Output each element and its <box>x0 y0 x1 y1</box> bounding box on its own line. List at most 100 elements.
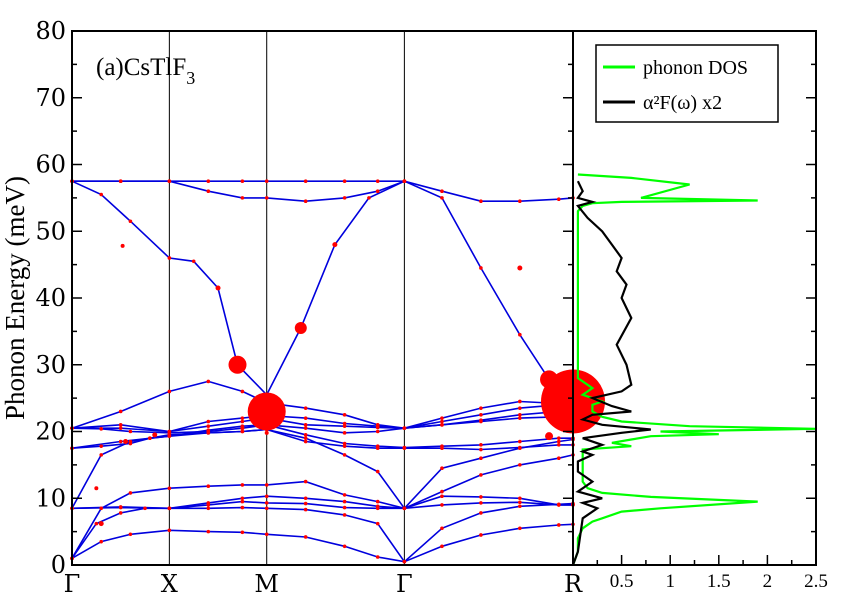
coupling-circle <box>294 322 307 335</box>
coupling-dot <box>167 429 172 434</box>
coupling-dot <box>99 506 104 511</box>
coupling-dot <box>264 506 269 511</box>
coupling-dot <box>518 399 522 404</box>
y-axis-ticks: 0 10 20 30 40 50 60 70 80 <box>35 17 573 579</box>
coupling-dot <box>206 424 211 428</box>
phonon-band <box>72 180 574 202</box>
coupling-dot <box>342 493 347 497</box>
coupling-dot <box>518 406 522 410</box>
coupling-dot <box>191 259 196 264</box>
coupling-dot <box>342 421 347 426</box>
dos-x-tick-label: 2.5 <box>804 571 828 592</box>
coupling-dot <box>440 494 444 499</box>
coupling-dot <box>303 439 308 444</box>
coupling-dot <box>167 434 172 438</box>
coupling-dot <box>118 439 123 444</box>
coupling-dot <box>240 499 245 504</box>
phonon-band <box>71 180 405 397</box>
k-point-label: M <box>254 570 279 595</box>
coupling-dot <box>206 484 211 489</box>
phonon-band <box>71 523 574 563</box>
y-tick-label: 70 <box>35 84 66 112</box>
coupling-dot <box>342 424 347 428</box>
coupling-dot <box>440 444 444 448</box>
coupling-dot <box>303 479 308 484</box>
coupling-dot <box>264 501 269 505</box>
coupling-dot <box>518 439 522 444</box>
coupling-dot <box>118 511 123 515</box>
coupling-dot <box>440 419 444 424</box>
coupling-dot <box>99 453 104 457</box>
coupling-dot <box>240 416 245 420</box>
dos-x-tick-label: 2 <box>763 571 773 592</box>
legend: phonon DOS α²F(ω) x2 <box>595 44 779 123</box>
k-point-label: Γ <box>396 570 413 595</box>
coupling-circle <box>264 430 269 435</box>
k-point-label: R <box>564 570 583 595</box>
y-tick-label: 10 <box>35 484 66 512</box>
coupling-dot <box>556 439 561 444</box>
coupling-dot <box>143 506 147 511</box>
coupling-dot <box>206 429 211 434</box>
coupling-circle <box>264 419 269 424</box>
coupling-circle <box>98 521 104 527</box>
coupling-dot <box>556 197 561 202</box>
coupling-dot <box>440 423 444 427</box>
coupling-dot <box>440 526 444 531</box>
coupling-dot <box>440 196 444 200</box>
coupling-dot <box>118 409 123 414</box>
coupling-dot <box>303 406 308 410</box>
coupling-dot <box>440 189 444 193</box>
y-axis-label: Phonon Energy (meV) <box>0 176 30 420</box>
coupling-dot <box>479 473 483 477</box>
coupling-dot <box>303 496 308 501</box>
coupling-dot <box>402 179 407 183</box>
coupling-dot <box>303 423 308 427</box>
coupling-dot <box>99 427 104 431</box>
coupling-dot <box>375 521 380 526</box>
coupling-dot <box>556 456 561 461</box>
phonon-band <box>72 180 405 203</box>
coupling-dot <box>167 528 172 533</box>
coupling-dot <box>556 503 561 507</box>
coupling-dot <box>518 463 522 467</box>
coupling-dot <box>118 505 123 509</box>
coupling-dot <box>479 447 483 452</box>
coupling-dot <box>99 192 104 197</box>
coupling-dot <box>367 196 371 200</box>
coupling-dot <box>518 445 522 450</box>
coupling-dot <box>375 189 380 193</box>
coupling-circle <box>247 392 286 431</box>
coupling-circle <box>332 242 338 248</box>
coupling-dot <box>303 179 308 183</box>
coupling-circle <box>517 265 523 271</box>
coupling-dot <box>128 219 133 224</box>
coupling-dot <box>342 196 347 200</box>
coupling-dot <box>99 444 104 448</box>
coupling-dot <box>206 529 211 534</box>
band-structure-panel: 0 10 20 30 40 50 60 70 80 Γ X M Γ R Phonon Energy (m… <box>0 17 605 595</box>
coupling-dot <box>206 419 211 424</box>
coupling-circle <box>123 439 129 445</box>
coupling-dot <box>479 495 483 499</box>
coupling-dot <box>240 179 245 183</box>
coupling-circle <box>94 486 99 491</box>
panel-title: (a)CsTlF3 <box>96 54 195 88</box>
coupling-dot <box>128 532 133 537</box>
coupling-dot <box>167 179 172 183</box>
coupling-dot <box>240 429 245 434</box>
phonon-band <box>71 454 574 559</box>
coupling-dot <box>479 511 483 515</box>
coupling-dot <box>375 469 380 474</box>
coupling-dot <box>240 496 245 501</box>
coupling-dot <box>556 436 561 440</box>
coupling-dot <box>128 429 133 434</box>
y-tick-label: 50 <box>35 217 66 245</box>
legend-label-dos: phonon DOS <box>643 57 748 79</box>
coupling-dot <box>342 179 347 183</box>
y-tick-label: 40 <box>35 284 66 312</box>
coupling-dot <box>518 500 522 505</box>
coupling-dot <box>479 501 483 505</box>
coupling-dot <box>375 504 380 509</box>
coupling-dot <box>240 483 245 487</box>
